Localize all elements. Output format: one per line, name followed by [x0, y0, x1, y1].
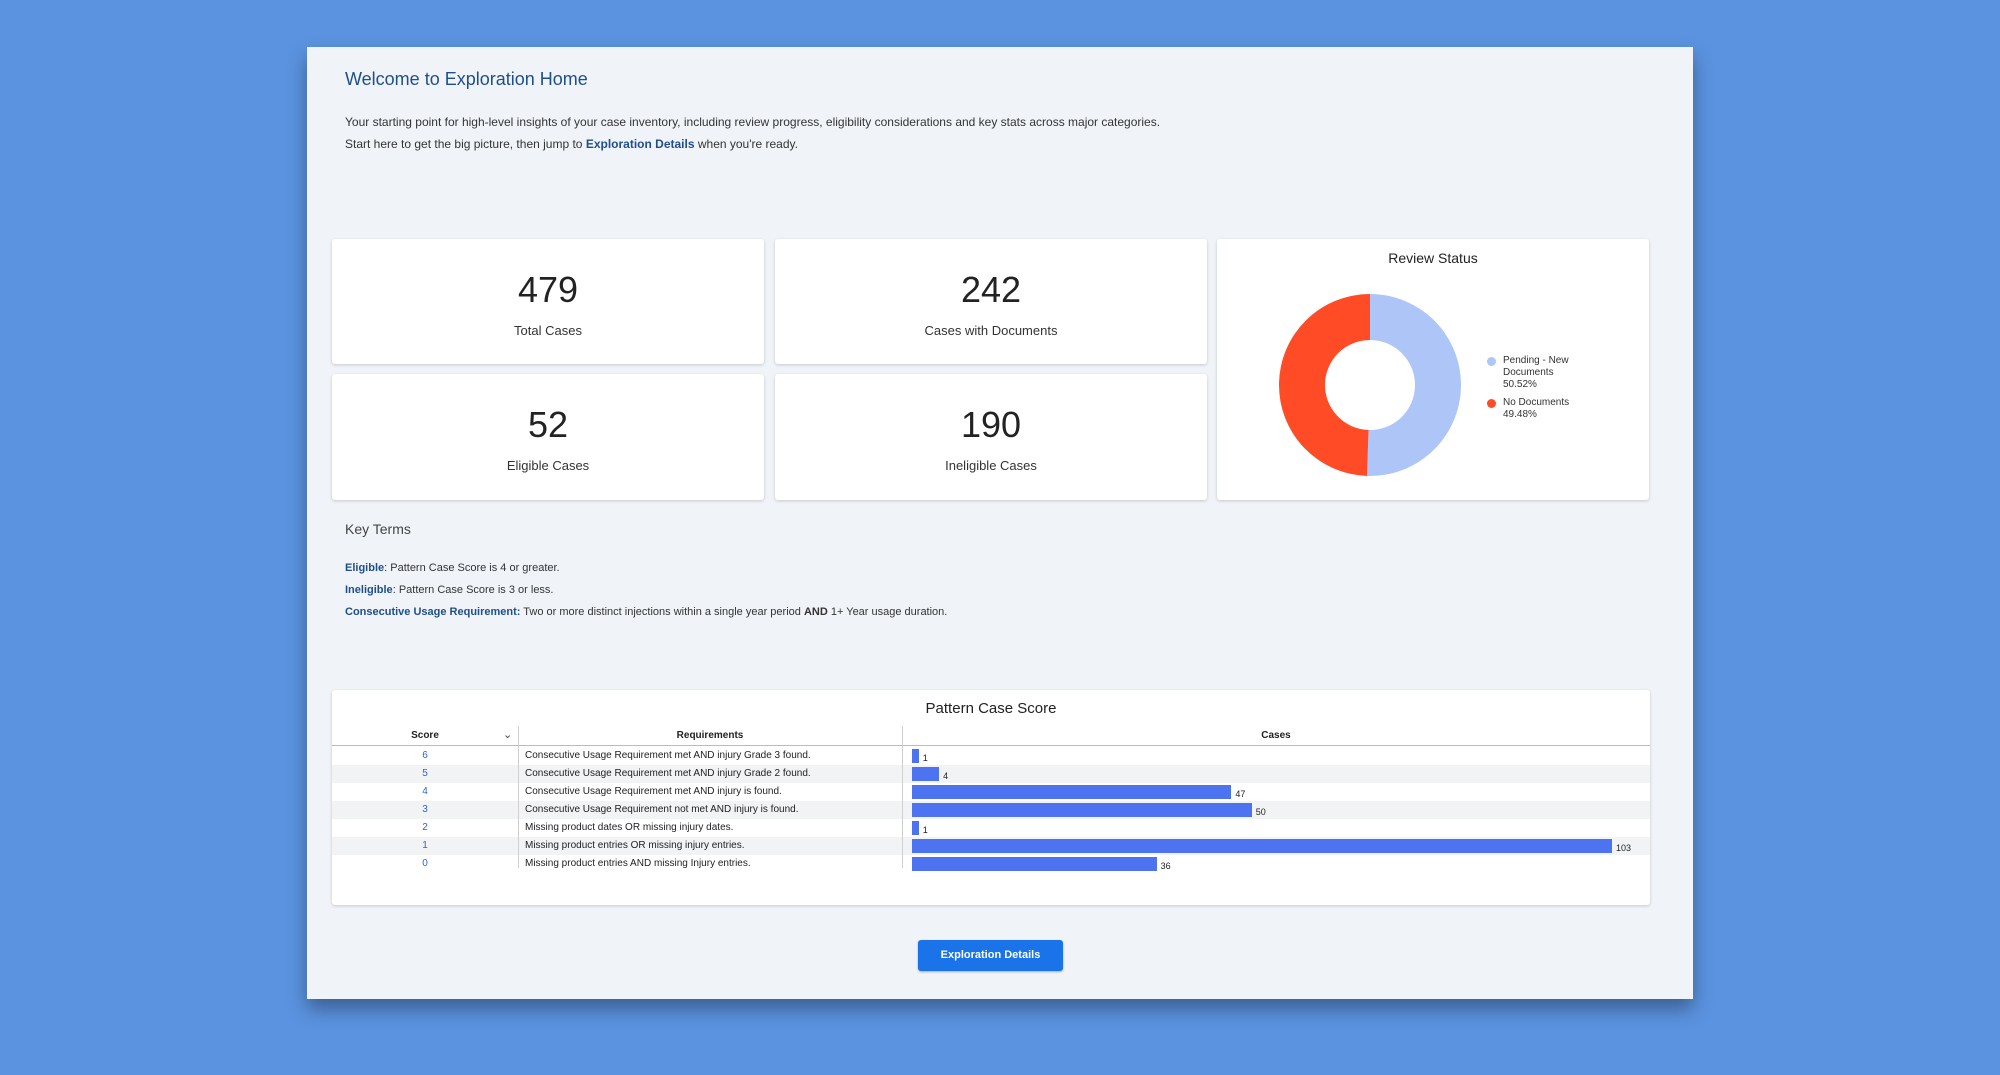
kpi-value: 479 — [517, 269, 579, 310]
key-term-consecutive-usage: Consecutive Usage Requirement: Two or mo… — [345, 601, 947, 623]
exploration-details-link[interactable]: Exploration Details — [585, 137, 695, 151]
legend-label: No Documents — [1503, 397, 1570, 408]
requirement-text: Missing product entries AND missing Inju… — [525, 858, 751, 869]
requirement-text: Consecutive Usage Requirement met AND in… — [525, 750, 811, 761]
score-table-title: Pattern Case Score — [925, 700, 1057, 717]
cases-bar-label: 1 — [922, 825, 928, 835]
legend-label: Pending - New — [1503, 355, 1569, 366]
intro-line-2-post: when you're ready. — [694, 137, 798, 151]
score-link[interactable]: 6 — [422, 750, 428, 761]
score-link[interactable]: 2 — [422, 822, 428, 833]
requirement-text: Missing product entries OR missing injur… — [525, 840, 745, 851]
key-term-text: Pattern Case Score is 3 or less. — [398, 584, 554, 596]
table-row[interactable]: 0 Missing product entries AND missing Inj… — [332, 855, 1650, 873]
key-terms-title: Key Terms — [345, 521, 411, 537]
key-term-name: Ineligible — [345, 584, 393, 596]
key-term-text: Pattern Case Score is 4 or greater. — [390, 562, 560, 574]
kpi-value: 190 — [960, 404, 1022, 445]
kpi-label: Ineligible Cases — [945, 458, 1037, 473]
key-term-eligible: Eligible: Pattern Case Score is 4 or gre… — [345, 557, 947, 579]
kpi-label: Cases with Documents — [924, 323, 1058, 338]
score-link[interactable]: 4 — [422, 786, 428, 797]
pattern-case-score-card: Pattern Case Score Score ⌄ Requirements … — [332, 690, 1650, 905]
score-link[interactable]: 0 — [422, 858, 428, 869]
score-link[interactable]: 1 — [422, 840, 428, 851]
kpi-card-cases-with-documents: 242 Cases with Documents — [775, 239, 1207, 364]
legend-pct: 49.48% — [1503, 409, 1537, 420]
key-term-sep: : — [392, 584, 399, 596]
requirement-text: Consecutive Usage Requirement met AND in… — [525, 768, 811, 779]
column-divider — [902, 726, 903, 868]
chevron-down-icon[interactable]: ⌄ — [503, 729, 513, 741]
key-term-tail: 1+ Year usage duration. — [827, 606, 948, 618]
app-window: Welcome to Exploration Home Your startin… — [307, 47, 1693, 999]
key-term-name: Consecutive Usage Requirement: — [345, 606, 521, 618]
key-term-sep: : — [384, 562, 391, 574]
cases-bar[interactable] — [912, 749, 919, 763]
cases-bar[interactable] — [912, 785, 1232, 799]
requirement-text: Consecutive Usage Requirement not met AN… — [525, 804, 799, 815]
table-row[interactable]: 4 Consecutive Usage Requirement met AND i… — [332, 783, 1650, 801]
score-link[interactable]: 5 — [422, 768, 428, 779]
legend-dot-pending — [1487, 357, 1496, 366]
cases-bar-label: 36 — [1160, 861, 1171, 871]
kpi-value: 242 — [960, 269, 1022, 310]
cases-bar[interactable] — [912, 803, 1252, 817]
key-terms-list: Eligible: Pattern Case Score is 4 or gre… — [345, 557, 947, 623]
review-status-legend: Pending - New Documents 50.52% No Docume… — [1487, 355, 1569, 427]
kpi-card-total-cases: 479 Total Cases — [332, 239, 764, 364]
cases-bar-label: 4 — [943, 771, 949, 781]
column-header-requirements[interactable]: Requirements — [676, 730, 744, 741]
page-title: Welcome to Exploration Home — [345, 69, 588, 89]
intro-text: Your starting point for high-level insig… — [345, 111, 1160, 155]
table-row[interactable]: 5 Consecutive Usage Requirement met AND i… — [332, 765, 1650, 783]
score-link[interactable]: 3 — [422, 804, 428, 815]
key-term-bold: AND — [803, 606, 828, 618]
key-term-text: Two or more distinct injections within a… — [523, 606, 804, 618]
header-divider — [332, 745, 1650, 746]
cases-bar[interactable] — [912, 857, 1157, 871]
requirement-text: Consecutive Usage Requirement met AND in… — [525, 786, 782, 797]
intro-line-1: Your starting point for high-level insig… — [345, 115, 1161, 129]
table-row[interactable]: 3 Consecutive Usage Requirement not met A… — [332, 801, 1650, 819]
kpi-card-eligible-cases: 52 Eligible Cases — [332, 374, 764, 500]
key-term-ineligible: Ineligible: Pattern Case Score is 3 or l… — [345, 579, 947, 601]
cases-bar-label: 1 — [922, 753, 928, 763]
key-term-name: Eligible — [345, 562, 385, 574]
score-header-label: Score — [411, 730, 439, 741]
donut-slice-no-documents[interactable] — [1278, 294, 1370, 476]
kpi-label: Eligible Cases — [506, 458, 590, 473]
cases-bar[interactable] — [912, 767, 940, 781]
column-header-score[interactable]: Score — [332, 730, 518, 741]
intro-line-2: Start here to get the big picture, then … — [345, 133, 1160, 155]
review-status-title: Review Status — [1388, 250, 1478, 266]
requirement-text: Missing product dates OR missing injury … — [525, 822, 734, 833]
intro-line-2-pre: Start here to get the big picture, then … — [345, 137, 586, 151]
exploration-details-button[interactable]: Exploration Details — [918, 940, 1063, 971]
legend-pct: 50.52% — [1503, 379, 1537, 390]
cases-bar[interactable] — [912, 821, 919, 835]
review-status-card: Review Status Pending - New Documents 50… — [1217, 239, 1649, 500]
cases-bar-label: 47 — [1235, 789, 1246, 799]
table-row[interactable]: 2 Missing product dates OR missing injury… — [332, 819, 1650, 837]
kpi-card-ineligible-cases: 190 Ineligible Cases — [775, 374, 1207, 500]
cases-bar-label: 50 — [1255, 807, 1266, 817]
cases-bar-label: 103 — [1616, 843, 1632, 853]
cases-bar[interactable] — [912, 839, 1612, 853]
review-status-donut-chart — [1278, 294, 1461, 476]
legend-dot-no-documents — [1487, 399, 1496, 408]
table-row[interactable]: 1 Missing product entries OR missing inju… — [332, 837, 1650, 855]
donut-slice-pending[interactable] — [1367, 294, 1461, 476]
kpi-value: 52 — [527, 404, 569, 445]
column-divider — [518, 726, 519, 868]
legend-label: Documents — [1503, 367, 1554, 378]
column-header-cases[interactable]: Cases — [1261, 730, 1291, 741]
kpi-label: Total Cases — [514, 323, 582, 338]
legend-item-no-documents[interactable]: No Documents 49.48% — [1487, 397, 1569, 421]
table-row[interactable]: 6 Consecutive Usage Requirement met AND i… — [332, 747, 1650, 765]
legend-item-pending[interactable]: Pending - New Documents 50.52% — [1487, 355, 1569, 391]
